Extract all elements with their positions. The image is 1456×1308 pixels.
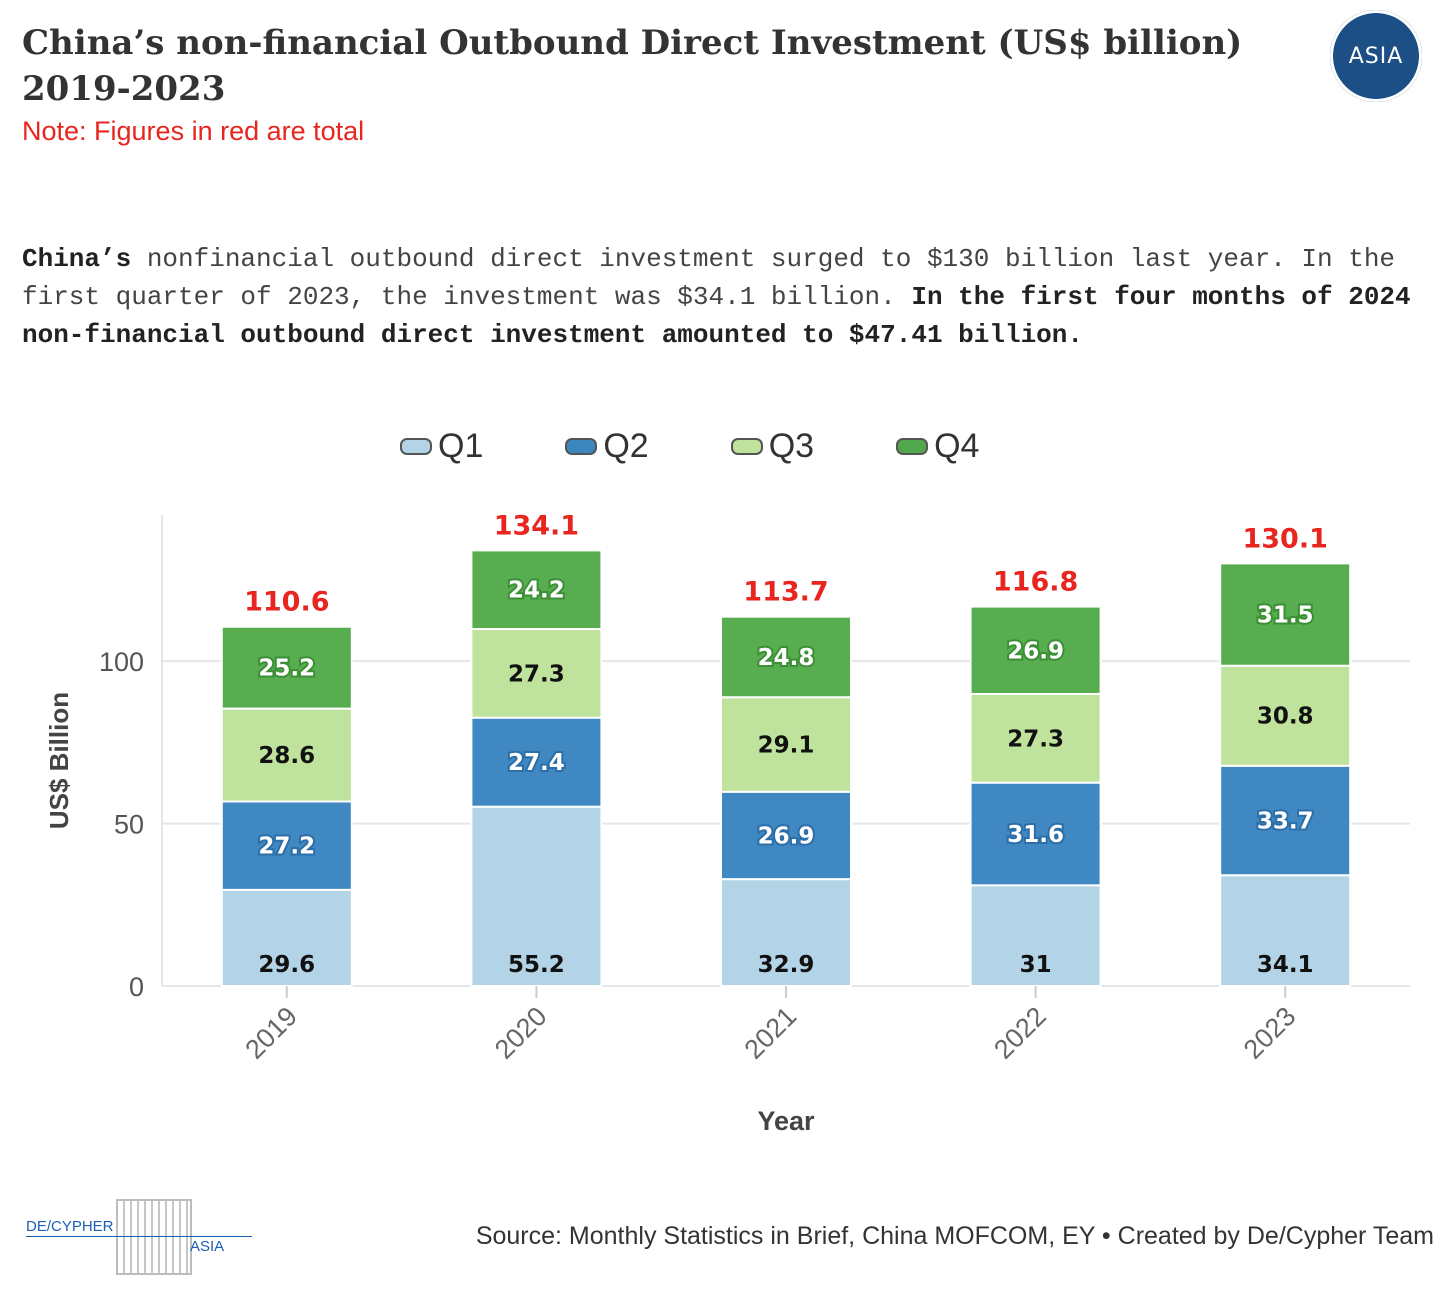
source-credit: Source: Monthly Statistics in Brief, Chi… bbox=[475, 1222, 1434, 1250]
chart-title: China’s non-financial Outbound Direct In… bbox=[22, 23, 1243, 109]
total-label: 130.1 bbox=[1242, 523, 1327, 554]
bar-value-label: 33.7 bbox=[1257, 809, 1314, 835]
x-tick-label: 2020 bbox=[489, 1001, 553, 1065]
bar-segment-q4 bbox=[720, 615, 852, 699]
bar-value-label: 27.3 bbox=[508, 661, 565, 687]
bar-segment-q3 bbox=[470, 628, 603, 719]
bar-segment-q3 bbox=[1219, 664, 1352, 767]
bar-segment-q2 bbox=[969, 781, 1102, 887]
y-tick-label: 50 bbox=[114, 810, 144, 840]
legend-item-q4[interactable]: Q4 bbox=[896, 427, 979, 466]
legend-swatch-q1 bbox=[400, 437, 432, 455]
y-axis-title: US$ Billion bbox=[44, 692, 74, 829]
bar-segment-q3 bbox=[969, 692, 1102, 784]
maze-icon bbox=[116, 1199, 192, 1275]
bar-value-label: 29.1 bbox=[758, 732, 815, 758]
logo-right-text: ASIA bbox=[190, 1238, 225, 1255]
logo-text: ASIA bbox=[1348, 43, 1404, 69]
bar-value-label: 29.6 bbox=[258, 952, 315, 978]
bar-value-label: 31.6 bbox=[1007, 822, 1064, 848]
bar-value-label: 24.8 bbox=[758, 645, 815, 671]
bar-segment-q2 bbox=[470, 716, 603, 808]
total-note: Note: Figures in red are total bbox=[22, 116, 365, 146]
bar-value-label: 28.6 bbox=[258, 743, 315, 769]
x-axis-title: Year bbox=[757, 1106, 815, 1136]
bar-value-label: 27.3 bbox=[1007, 726, 1064, 752]
legend-item-q3[interactable]: Q3 bbox=[730, 426, 815, 466]
bar-segment-q1 bbox=[720, 878, 852, 987]
legend-item-q2[interactable]: Q2 bbox=[565, 426, 649, 466]
legend-label-q2: Q2 bbox=[603, 426, 649, 465]
legend-swatch-q4 bbox=[896, 437, 929, 455]
bar-value-label: 25.2 bbox=[258, 656, 315, 682]
bar-value-label: 27.4 bbox=[508, 750, 565, 776]
bar-segment-q1 bbox=[969, 884, 1102, 988]
asia-logo: ASIA bbox=[1330, 10, 1422, 102]
bar-value-label: 26.9 bbox=[758, 823, 815, 849]
bar-value-label: 55.2 bbox=[508, 952, 565, 978]
legend-item-q1[interactable]: Q1 bbox=[400, 427, 483, 466]
bar-segment-q1 bbox=[1219, 874, 1352, 987]
bar-value-label: 26.9 bbox=[1007, 638, 1064, 664]
bar-segment-q2 bbox=[220, 800, 353, 891]
bar-segment-q1 bbox=[220, 888, 353, 987]
total-label: 116.8 bbox=[993, 567, 1078, 598]
x-tick-label: 2022 bbox=[988, 1001, 1052, 1065]
legend-label-q3: Q3 bbox=[768, 426, 815, 465]
total-label: 134.1 bbox=[494, 510, 579, 541]
description-body: nonfinancial outbound direct investment … bbox=[22, 244, 1396, 312]
y-tick-label: 100 bbox=[99, 647, 144, 677]
total-label: 110.6 bbox=[244, 587, 329, 618]
bar-segment-q1 bbox=[470, 805, 603, 988]
bar-segment-q4 bbox=[969, 605, 1102, 695]
description-bold-start: China’s bbox=[22, 244, 132, 274]
bar-value-label: 30.8 bbox=[1257, 704, 1314, 730]
legend-swatch-q3 bbox=[730, 437, 763, 455]
x-tick-label: 2023 bbox=[1238, 1001, 1302, 1065]
bar-segment-q3 bbox=[720, 696, 852, 793]
x-tick-label: 2019 bbox=[239, 1001, 303, 1065]
logo-divider bbox=[26, 1236, 252, 1237]
bar-segment-q3 bbox=[220, 707, 353, 803]
bar-value-label: 31.5 bbox=[1257, 603, 1314, 629]
bar-segment-q4 bbox=[1219, 562, 1352, 667]
bar-value-label: 31 bbox=[1020, 952, 1052, 978]
description-bold-end: In the first four months of 2024 non-fin… bbox=[22, 282, 1411, 350]
chart-legend: Q1 Q2 Q3 Q4 bbox=[400, 426, 1061, 466]
bar-value-label: 27.2 bbox=[258, 834, 315, 860]
stacked-bar-chart: 0 50 100 US$ Billion Year 29.6 27.2 28.6 25.2 110… bbox=[44, 510, 1410, 1136]
bar-value-label: 32.9 bbox=[758, 952, 815, 978]
bar-segment-q4 bbox=[470, 549, 603, 631]
bar-segment-q2 bbox=[720, 790, 852, 881]
logo-left-text: DE/CYPHER bbox=[26, 1218, 114, 1235]
y-tick-label: 0 bbox=[129, 972, 144, 1002]
decypher-logo: DE/CYPHER ASIA bbox=[26, 1196, 256, 1276]
legend-label-q1: Q1 bbox=[438, 426, 484, 465]
x-tick-label: 2021 bbox=[739, 1001, 803, 1065]
legend-swatch-q2 bbox=[565, 437, 598, 455]
bar-value-label: 34.1 bbox=[1257, 952, 1314, 978]
total-label: 113.7 bbox=[743, 577, 828, 608]
bar-value-label: 24.2 bbox=[508, 578, 565, 604]
description-paragraph: China’s nonfinancial outbound direct inv… bbox=[22, 240, 1422, 354]
legend-label-q4: Q4 bbox=[934, 426, 980, 465]
bar-segment-q4 bbox=[220, 625, 353, 710]
